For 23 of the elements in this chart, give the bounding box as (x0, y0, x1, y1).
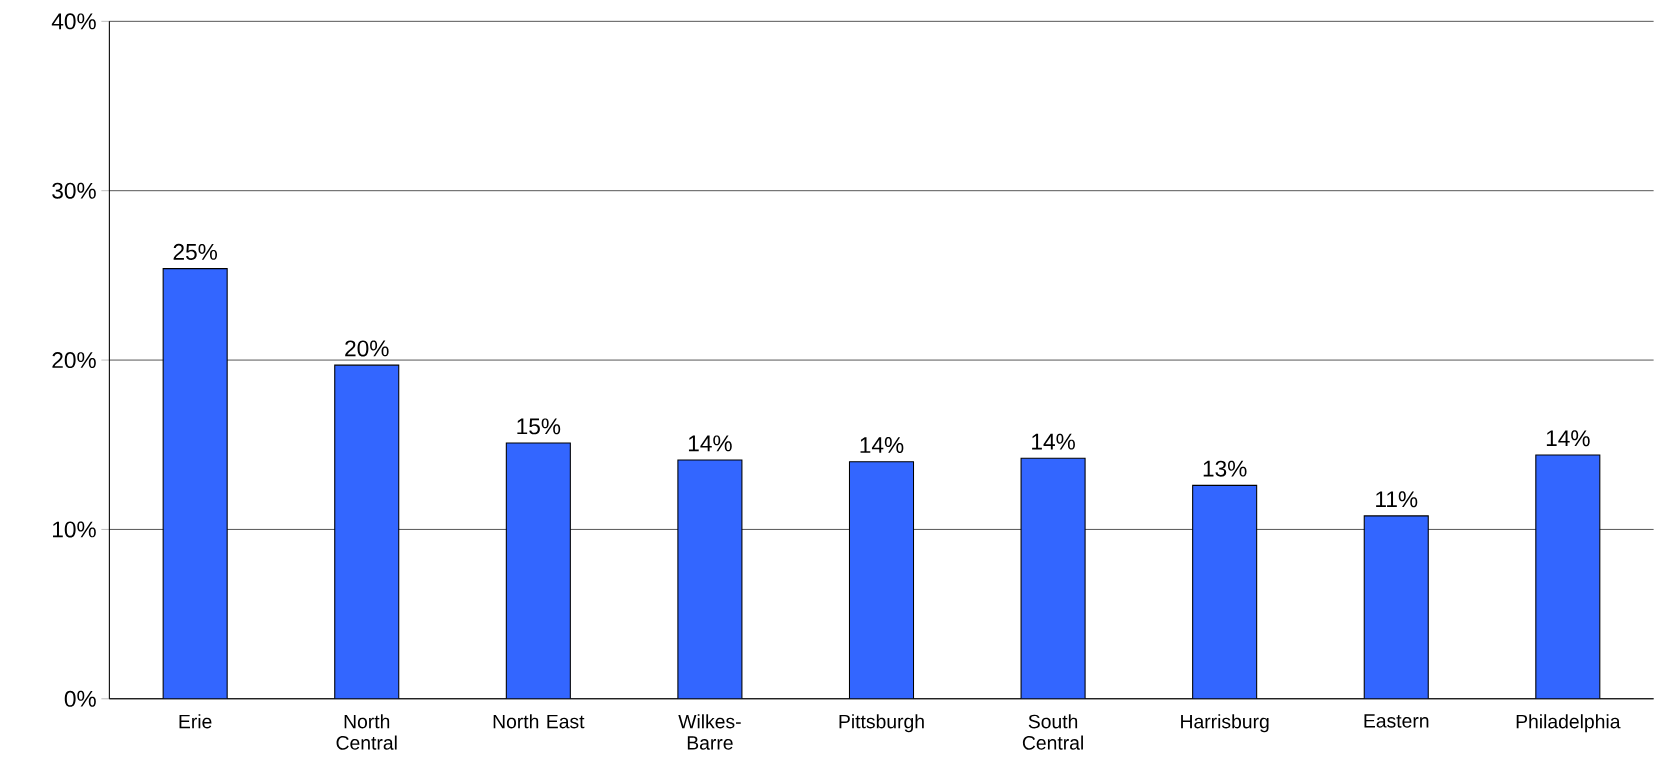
data-label: 14% (1546, 430, 1590, 447)
x-tick-label: Pittsburgh (839, 714, 924, 733)
x-tick-label: North Central (336, 714, 397, 750)
data-label: 15% (517, 418, 561, 435)
data-label: 20% (345, 340, 389, 357)
y-tick-label: 0% (64, 690, 96, 707)
x-tick-label: South Central (1022, 714, 1083, 750)
data-label: 14% (1032, 433, 1075, 450)
data-label: 25% (173, 243, 218, 260)
x-tick-label: Erie (179, 714, 212, 729)
y-tick-label: 10% (53, 521, 96, 538)
x-tick-label: Philadelphia (1516, 714, 1621, 733)
data-label: 13% (1203, 460, 1247, 477)
y-tick-label: 20% (52, 351, 96, 369)
x-tick-label: Eastern (1364, 714, 1429, 728)
x-tick-label: Wilkes-Barre (678, 714, 741, 750)
y-tick-label: 30% (52, 182, 96, 199)
y-tick-label: 40% (51, 13, 96, 30)
data-label: 11% (1376, 491, 1418, 508)
data-label: 14% (860, 437, 904, 453)
x-tick-label: Harrisburg (1181, 714, 1269, 733)
x-tick-label: North East (493, 714, 585, 729)
data-label: 14% (688, 435, 732, 452)
